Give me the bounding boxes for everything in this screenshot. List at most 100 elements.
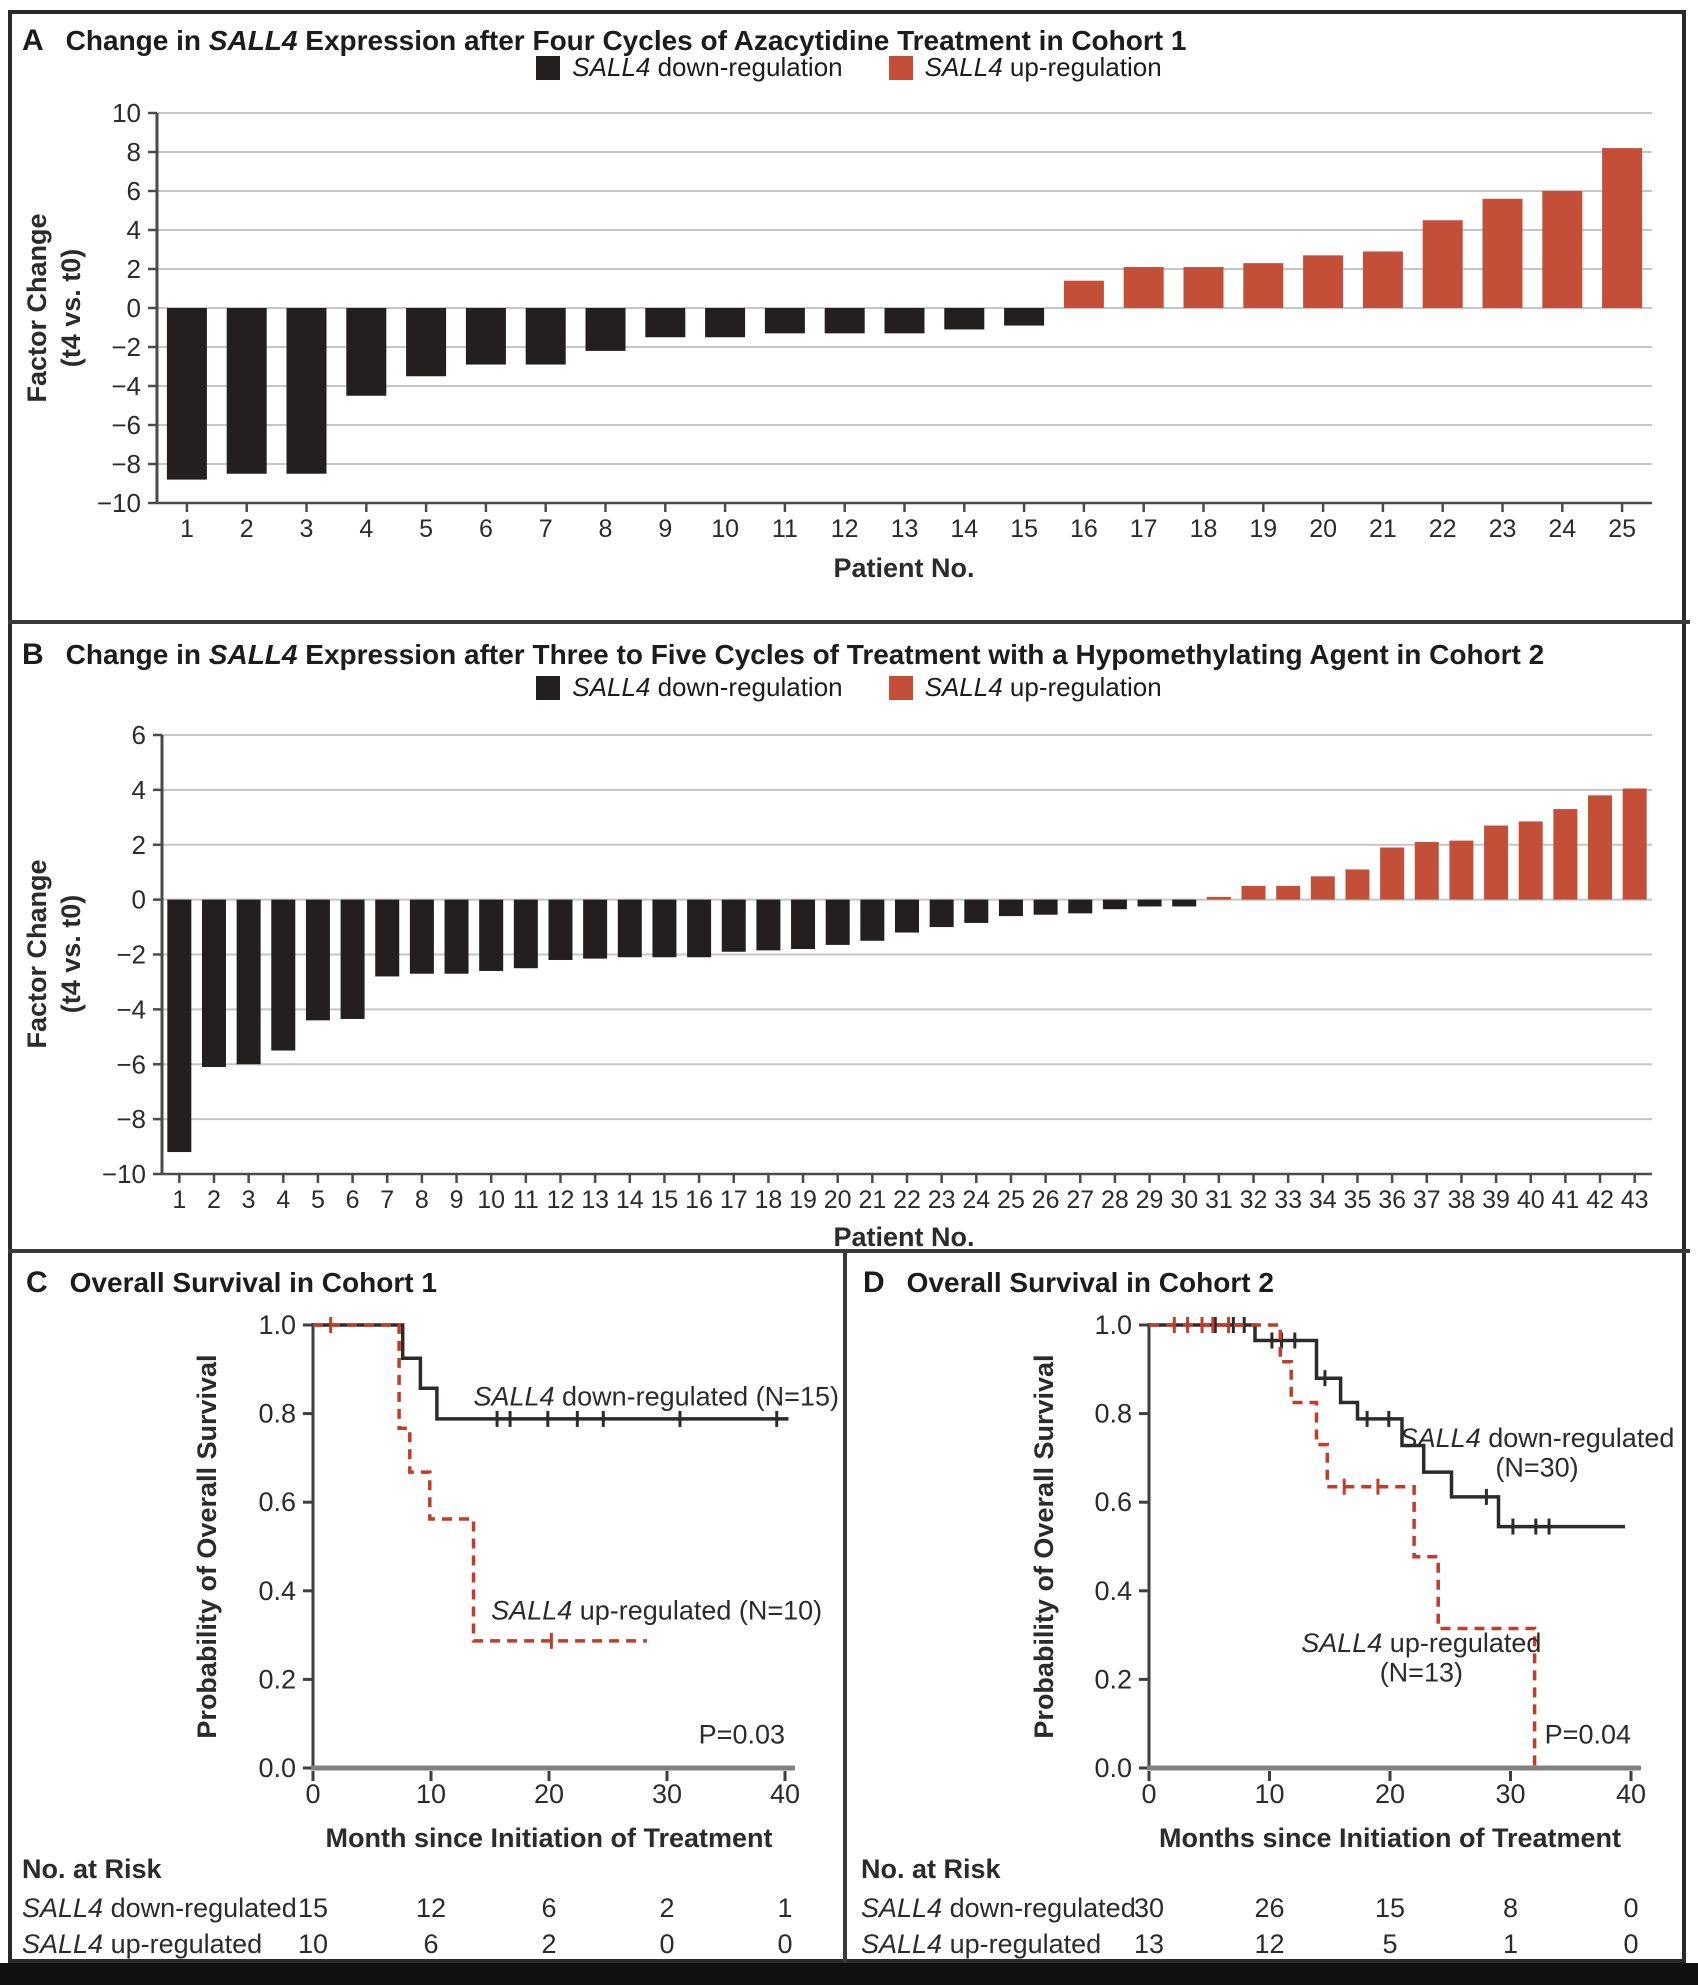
y-tick-label: 2 [132,830,146,860]
x-tick-label: 11 [772,515,798,543]
y-tick-label: 4 [127,215,141,245]
x-tick-label: 12 [831,515,859,543]
x-tick-label: 35 [1344,1186,1372,1214]
bar [1362,251,1403,308]
x-tick-label: 17 [1130,515,1158,543]
y-axis-title: Probability of Overall Survival [1029,1354,1059,1738]
y-tick-label: −2 [111,332,141,362]
bar [652,899,677,958]
bar [1276,885,1301,900]
risk-count: 2 [541,1929,556,1959]
curve-label: SALL4 down-regulated [1400,1423,1675,1453]
y-tick-label: 10 [112,98,141,128]
x-tick-label: 11 [513,1186,539,1214]
y-tick-label: 0.2 [258,1664,296,1694]
bar [236,899,261,1065]
x-tick-label: 10 [1254,1779,1284,1809]
y-axis-title: (t4 vs. t0) [56,895,86,1014]
x-tick-label: 20 [824,1186,852,1214]
bar [271,899,296,1051]
bar [964,899,989,923]
figure-bottom-edge [0,1963,1698,1985]
panel-d-label: D [863,1266,885,1299]
bar [1310,876,1335,900]
x-tick-label: 25 [997,1186,1025,1214]
y-tick-label: 1.0 [258,1310,296,1340]
bar [1602,148,1643,308]
y-tick-label: −8 [111,449,141,479]
bar [465,308,506,365]
risk-row-label: SALL4 up-regulated [22,1929,262,1959]
x-axis-title: Month since Initiation of Treatment [325,1823,772,1853]
x-tick-label: 40 [1517,1186,1545,1214]
x-tick-label: 13 [581,1186,609,1214]
y-tick-label: 1.0 [1094,1310,1132,1340]
risk-count: 6 [423,1929,438,1959]
panel-d-header: D Overall Survival in Cohort 2 [863,1266,1274,1300]
x-tick-label: 28 [1101,1186,1129,1214]
bar [884,308,925,334]
x-tick-label: 10 [711,515,739,543]
bar [346,308,387,396]
bar [860,899,885,941]
risk-count: 13 [1134,1929,1164,1959]
bar [721,899,746,952]
y-tick-label: −4 [116,994,146,1024]
x-tick-label: 25 [1608,515,1636,543]
risk-count: 0 [1623,1893,1638,1923]
x-tick-label: 16 [685,1186,713,1214]
legend-item-up: SALL4 up-regulation [888,52,1162,83]
x-tick-label: 23 [1489,515,1517,543]
x-tick-label: 12 [547,1186,575,1214]
x-tick-label: 24 [962,1186,990,1214]
down-regulation-swatch [536,55,561,80]
y-tick-label: 2 [127,254,141,284]
y-tick-label: −10 [102,1159,146,1189]
bar [548,899,573,960]
y-tick-label: 0.2 [1094,1664,1132,1694]
risk-count: 0 [777,1929,792,1959]
bar [226,308,267,474]
up-regulation-swatch [888,55,913,80]
bar [201,899,226,1067]
x-tick-label: 18 [1190,515,1218,543]
legend-up-label: SALL4 up-regulation [924,672,1162,702]
bar [286,308,327,474]
y-tick-label: −2 [116,940,146,970]
x-tick-label: 0 [305,1779,320,1809]
panel-a-legend: SALL4 down-regulation SALL4 up-regulatio… [0,52,1698,83]
bar [1482,198,1523,308]
bar [1588,795,1613,900]
risk-count: 1 [777,1893,792,1923]
bar [895,899,919,933]
bar [1123,267,1164,308]
x-tick-label: 43 [1621,1186,1649,1214]
divider-b-cd [8,1249,1690,1253]
x-tick-label: 40 [1616,1779,1646,1809]
x-tick-label: 20 [1375,1779,1405,1809]
x-tick-label: 0 [1141,1779,1156,1809]
y-axis-title: Factor Change [22,859,52,1048]
bar [1518,821,1543,900]
bar [525,308,566,365]
bar [1172,899,1197,907]
risk-count: 0 [659,1929,674,1959]
bar [340,899,365,1019]
x-tick-label: 4 [359,515,373,543]
x-tick-label: 22 [893,1186,921,1214]
panel-b-label: B [22,638,44,671]
risk-count: 2 [659,1893,674,1923]
risk-count: 15 [298,1893,328,1923]
x-tick-label: 10 [416,1779,446,1809]
bar [583,899,608,959]
legend-item-down: SALL4 down-regulation [536,52,843,83]
bar [705,308,746,338]
x-tick-label: 5 [419,515,433,543]
x-tick-label: 8 [415,1186,429,1214]
risk-table-header: No. at Risk [22,1854,163,1884]
x-tick-label: 19 [1249,515,1277,543]
bar [645,308,686,338]
x-tick-label: 14 [950,515,978,543]
